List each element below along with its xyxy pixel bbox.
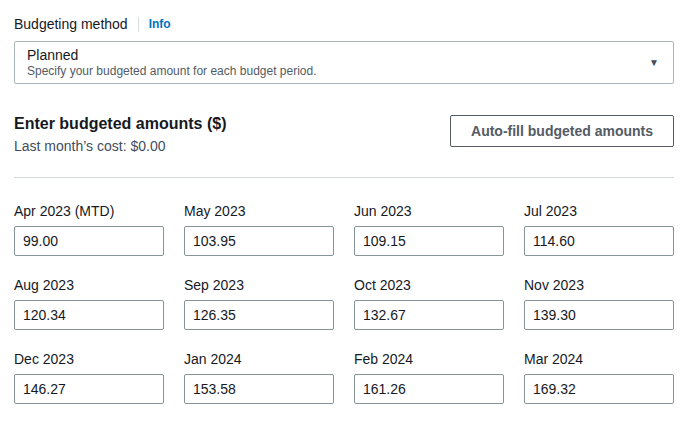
amount-input-oct-2023[interactable]: [354, 300, 504, 330]
budget-field-mar-2024: Mar 2024: [524, 351, 674, 404]
budget-field-label: Feb 2024: [354, 351, 504, 367]
amount-input-sep-2023[interactable]: [184, 300, 334, 330]
budgeting-method-selected-option: Planned Specify your budgeted amount for…: [27, 46, 317, 79]
budget-field-nov-2023: Nov 2023: [524, 277, 674, 330]
budget-field-jan-2024: Jan 2024: [184, 351, 334, 404]
budget-field-label: Oct 2023: [354, 277, 504, 293]
budget-field-label: Sep 2023: [184, 277, 334, 293]
budget-field-aug-2023: Aug 2023: [14, 277, 164, 330]
budget-field-sep-2023: Sep 2023: [184, 277, 334, 330]
amount-input-nov-2023[interactable]: [524, 300, 674, 330]
amount-input-apr-2023[interactable]: [14, 226, 164, 256]
budget-field-label: May 2023: [184, 203, 334, 219]
section-divider: [14, 177, 674, 178]
last-month-cost: Last month’s cost: $0.00: [14, 138, 226, 154]
budget-field-jun-2023: Jun 2023: [354, 203, 504, 256]
budgeting-method-select[interactable]: Planned Specify your budgeted amount for…: [14, 41, 674, 84]
info-link[interactable]: Info: [149, 17, 171, 31]
budget-field-dec-2023: Dec 2023: [14, 351, 164, 404]
amount-input-jun-2023[interactable]: [354, 226, 504, 256]
autofill-budgeted-amounts-button[interactable]: Auto-fill budgeted amounts: [450, 115, 674, 147]
amount-input-dec-2023[interactable]: [14, 374, 164, 404]
amounts-section-header: Enter budgeted amounts ($) Last month’s …: [14, 115, 674, 154]
budget-field-label: Nov 2023: [524, 277, 674, 293]
budget-field-label: Dec 2023: [14, 351, 164, 367]
budgeting-method-label-row: Budgeting method Info: [14, 16, 674, 32]
amount-input-may-2023[interactable]: [184, 226, 334, 256]
budget-field-may-2023: May 2023: [184, 203, 334, 256]
budget-amounts-grid: Apr 2023 (MTD) May 2023 Jun 2023 Jul 202…: [14, 203, 674, 404]
budget-field-oct-2023: Oct 2023: [354, 277, 504, 330]
amount-input-jul-2023[interactable]: [524, 226, 674, 256]
amount-input-jan-2024[interactable]: [184, 374, 334, 404]
selected-option-title: Planned: [27, 46, 317, 64]
budget-field-jul-2023: Jul 2023: [524, 203, 674, 256]
amount-input-feb-2024[interactable]: [354, 374, 504, 404]
amounts-section-titles: Enter budgeted amounts ($) Last month’s …: [14, 115, 226, 154]
budget-form: Budgeting method Info Planned Specify yo…: [0, 0, 688, 418]
budget-field-label: Jan 2024: [184, 351, 334, 367]
budget-field-label: Apr 2023 (MTD): [14, 203, 164, 219]
budget-field-feb-2024: Feb 2024: [354, 351, 504, 404]
budget-field-label: Jul 2023: [524, 203, 674, 219]
amount-input-aug-2023[interactable]: [14, 300, 164, 330]
budget-field-apr-2023: Apr 2023 (MTD): [14, 203, 164, 256]
amount-input-mar-2024[interactable]: [524, 374, 674, 404]
budget-field-label: Jun 2023: [354, 203, 504, 219]
amounts-section-title: Enter budgeted amounts ($): [14, 115, 226, 133]
label-divider: [138, 17, 139, 32]
chevron-down-icon: ▼: [649, 57, 659, 68]
selected-option-description: Specify your budgeted amount for each bu…: [27, 64, 317, 79]
budget-field-label: Mar 2024: [524, 351, 674, 367]
budget-field-label: Aug 2023: [14, 277, 164, 293]
budgeting-method-label: Budgeting method: [14, 16, 128, 32]
